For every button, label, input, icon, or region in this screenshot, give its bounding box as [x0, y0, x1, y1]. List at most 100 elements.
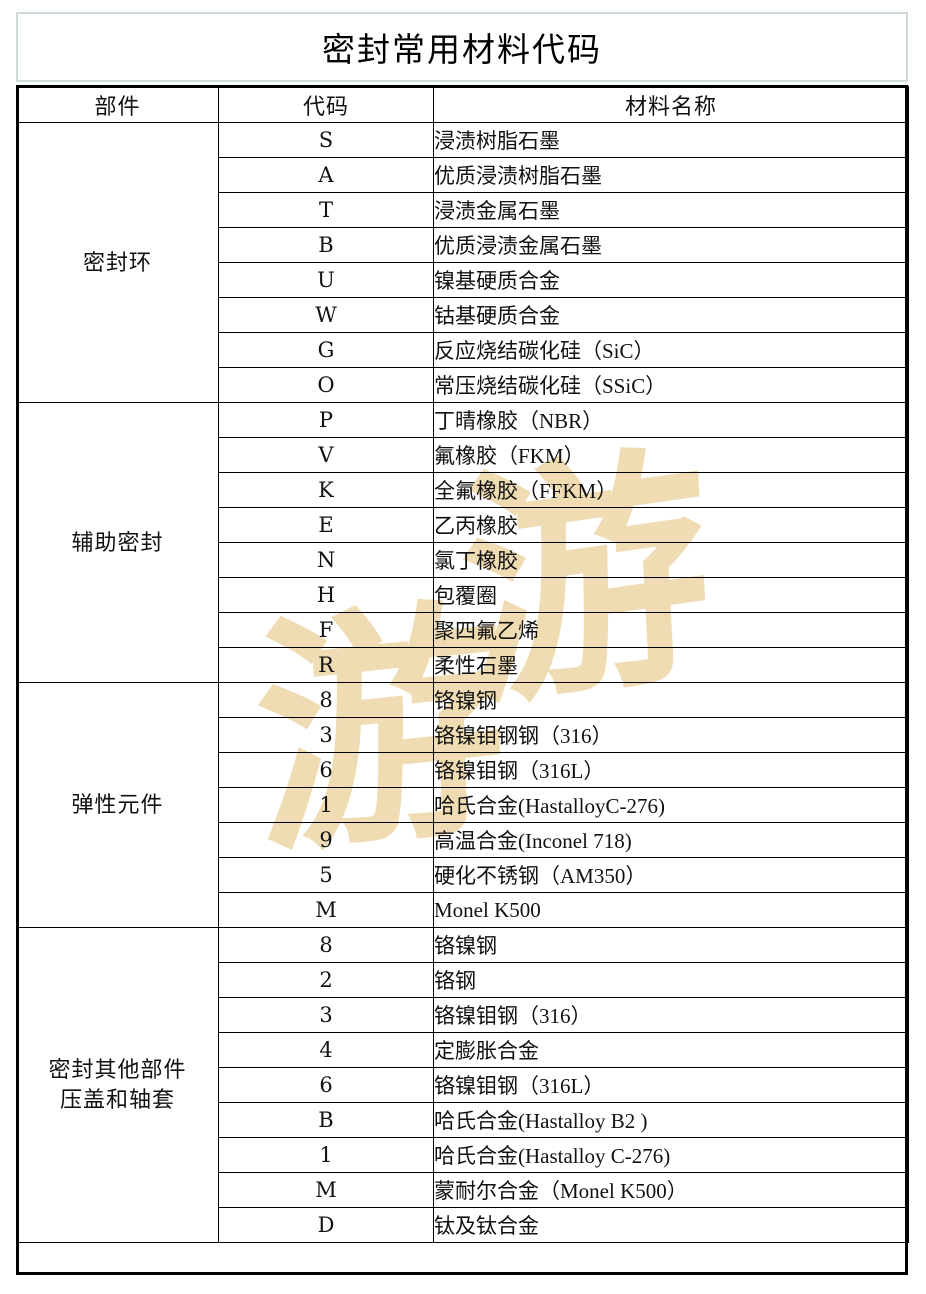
material-code-cell: 1 [218, 1137, 434, 1173]
material-code-cell: D [218, 1207, 434, 1243]
material-code-table: 部件 代码 材料名称 密封环 S 浸渍树脂石墨 A 优质浸渍树脂石墨 T 浸渍金属石墨 B 优质… [16, 86, 909, 1243]
material-name-cell: 常压烧结碳化硅（SSiC） [433, 367, 909, 403]
table-row: 6 铬镍钼钢（316L） [17, 1067, 909, 1103]
part-group-label-line: 弹性元件 [71, 792, 164, 818]
material-code-cell: 6 [218, 1067, 434, 1103]
material-name-cell: 高温合金(Inconel 718) [433, 822, 909, 858]
table-row: B 优质浸渍金属石墨 [17, 227, 909, 263]
table-row: F 聚四氟乙烯 [17, 612, 909, 648]
material-code-cell: K [218, 472, 434, 508]
material-code-cell: 3 [218, 717, 434, 753]
column-header-material: 材料名称 [433, 86, 909, 123]
material-name-cell: 铬镍钼钢（316） [433, 997, 909, 1033]
material-name-cell: 铬镍钼钢（316L） [433, 1067, 909, 1103]
material-name-cell: 铬钢 [433, 962, 909, 998]
material-name-cell: 浸渍树脂石墨 [433, 122, 909, 158]
material-name-cell: 哈氏合金(Hastalloy B2 ) [433, 1102, 909, 1138]
title-box: 密封常用材料代码 [16, 12, 908, 82]
table-row: T 浸渍金属石墨 [17, 192, 909, 228]
material-code-cell: N [218, 542, 434, 578]
table-row: 4 定膨胀合金 [17, 1032, 909, 1068]
material-name-cell: 全氟橡胶（FFKM） [433, 472, 909, 508]
part-group-label-line: 密封其他部件 [48, 1057, 187, 1083]
material-name-cell: 包覆圈 [433, 577, 909, 613]
column-header-code: 代码 [218, 86, 434, 123]
table-row: V 氟橡胶（FKM） [17, 437, 909, 473]
material-code-cell: S [218, 122, 434, 158]
part-group-label-line: 压盖和轴套 [59, 1087, 175, 1112]
page-title: 密封常用材料代码 [322, 33, 602, 69]
material-code-cell: 1 [218, 787, 434, 823]
material-code-cell: 4 [218, 1032, 434, 1068]
material-name-cell: 柔性石墨 [433, 647, 909, 683]
material-name-cell: 镍基硬质合金 [433, 262, 909, 298]
table-row: 6 铬镍钼钢（316L） [17, 752, 909, 788]
table-row: 9 高温合金(Inconel 718) [17, 822, 909, 858]
part-group-label-line: 辅助密封 [71, 529, 164, 555]
material-code-cell: 6 [218, 752, 434, 788]
material-code-cell: H [218, 577, 434, 613]
material-name-cell: 乙丙橡胶 [433, 507, 909, 543]
material-name-cell: 铬镍钢 [433, 682, 909, 718]
table-row: 1 哈氏合金(HastalloyC-276) [17, 787, 909, 823]
table-row: A 优质浸渍树脂石墨 [17, 157, 909, 193]
material-name-cell: 铬镍钼钢钢（316） [433, 717, 909, 753]
material-code-cell: A [218, 157, 434, 193]
material-name-cell: 氯丁橡胶 [433, 542, 909, 578]
part-group-label: 弹性元件 [16, 682, 219, 928]
table-row: E 乙丙橡胶 [17, 507, 909, 543]
material-code-cell: 5 [218, 857, 434, 893]
material-name-cell: 优质浸渍树脂石墨 [433, 157, 909, 193]
material-name-cell: 铬镍钢 [433, 927, 909, 963]
material-code-cell: P [218, 402, 434, 438]
material-name-cell: 反应烧结碳化硅（SiC） [433, 332, 909, 368]
material-name-cell: 蒙耐尔合金（Monel K500） [433, 1172, 909, 1208]
material-name-cell: 钴基硬质合金 [433, 297, 909, 333]
part-group-label: 辅助密封 [16, 402, 219, 683]
material-code-cell: F [218, 612, 434, 648]
material-code-cell: T [218, 192, 434, 228]
table-frame-bottom [16, 1272, 908, 1275]
material-code-cell: 3 [218, 997, 434, 1033]
column-header-part: 部件 [16, 86, 219, 123]
material-code-cell: 8 [218, 682, 434, 718]
part-group-label: 密封其他部件 压盖和轴套 [16, 927, 219, 1243]
material-name-cell: 铬镍钼钢（316L） [433, 752, 909, 788]
table-row: M Monel K500 [17, 892, 909, 928]
material-name-cell: 哈氏合金(HastalloyC-276) [433, 787, 909, 823]
table-head: 部件 代码 材料名称 [16, 86, 909, 123]
material-code-cell: V [218, 437, 434, 473]
material-name-cell: 优质浸渍金属石墨 [433, 227, 909, 263]
table-row: H 包覆圈 [17, 577, 909, 613]
table-row: K 全氟橡胶（FFKM） [17, 472, 909, 508]
material-code-cell: W [218, 297, 434, 333]
material-name-cell: 氟橡胶（FKM） [433, 437, 909, 473]
material-name-cell: Monel K500 [433, 892, 909, 928]
table-row: R 柔性石墨 [17, 647, 909, 683]
table-row: D 钛及钛合金 [17, 1207, 909, 1243]
table-row: 密封其他部件 压盖和轴套 8 铬镍钢 [16, 927, 909, 1243]
table-header-row: 部件 代码 材料名称 [16, 86, 909, 123]
material-code-cell: O [218, 367, 434, 403]
table-row: M 蒙耐尔合金（Monel K500） [17, 1172, 909, 1208]
material-name-cell: 丁晴橡胶（NBR） [433, 402, 909, 438]
material-code-cell: B [218, 227, 434, 263]
table-row: O 常压烧结碳化硅（SSiC） [17, 367, 909, 403]
table-body: 密封环 S 浸渍树脂石墨 A 优质浸渍树脂石墨 T 浸渍金属石墨 B 优质浸渍金属石墨 U 镍基硬质… [16, 122, 909, 1243]
material-code-cell: U [218, 262, 434, 298]
part-group-label: 密封环 [16, 122, 219, 403]
material-code-cell: M [218, 1172, 434, 1208]
table-row: 辅助密封 P 丁晴橡胶（NBR） [16, 402, 909, 683]
material-code-cell: M [218, 892, 434, 928]
material-code-cell: R [218, 647, 434, 683]
table-row: 弹性元件 8 铬镍钢 [16, 682, 909, 928]
table-row: N 氯丁橡胶 [17, 542, 909, 578]
material-code-cell: G [218, 332, 434, 368]
table-row: B 哈氏合金(Hastalloy B2 ) [17, 1102, 909, 1138]
material-name-cell: 硬化不锈钢（AM350） [433, 857, 909, 893]
material-code-cell: 9 [218, 822, 434, 858]
table-row: 1 哈氏合金(Hastalloy C-276) [17, 1137, 909, 1173]
material-name-cell: 钛及钛合金 [433, 1207, 909, 1243]
material-name-cell: 定膨胀合金 [433, 1032, 909, 1068]
